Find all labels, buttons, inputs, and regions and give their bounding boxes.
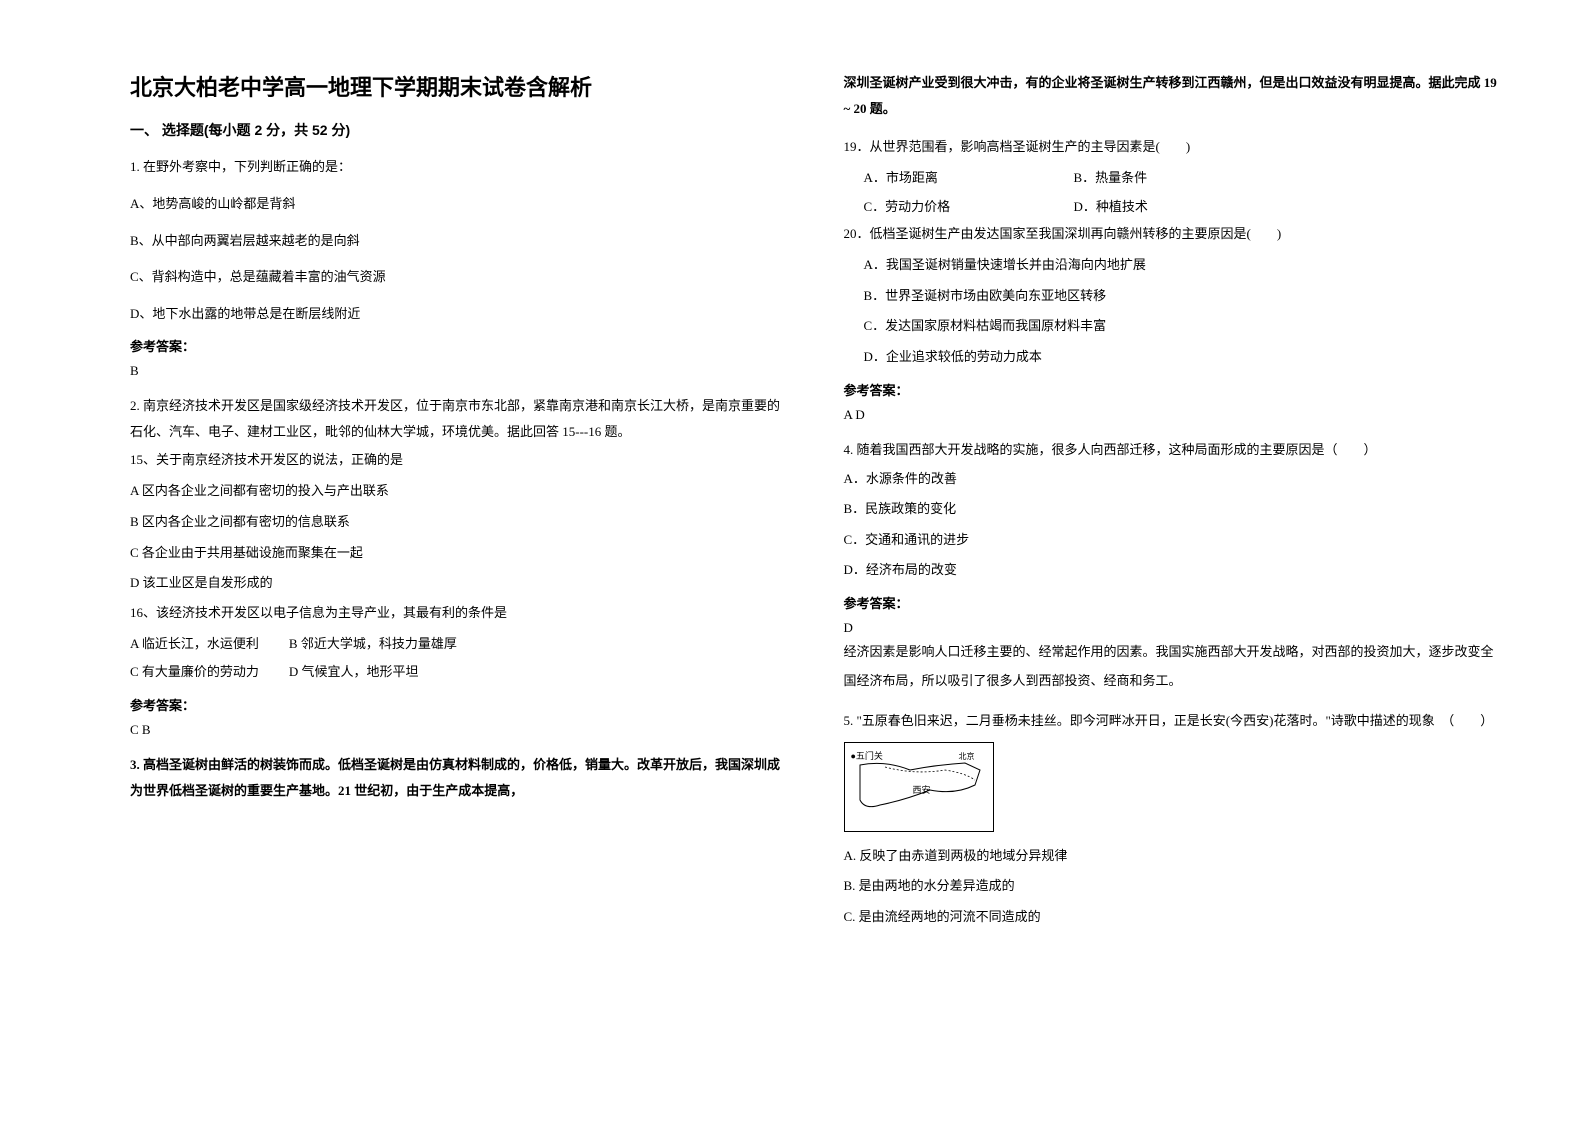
q3-s19-b: B．热量条件 (1074, 164, 1148, 193)
q3-s19-c: C．劳动力价格 (864, 193, 1044, 222)
q2-s15-a: A 区内各企业之间都有密切的投入与产出联系 (130, 477, 784, 506)
q3-answer: A D (844, 407, 1498, 423)
q5-option-c: C. 是由流经两地的河流不同造成的 (844, 903, 1498, 932)
q2-s15-c: C 各企业由于共用基础设施而聚集在一起 (130, 539, 784, 568)
q2-intro: 2. 南京经济技术开发区是国家级经济技术开发区，位于南京市东北部，紧靠南京港和南… (130, 393, 784, 445)
q2-s16-b: B 邻近大学城，科技力量雄厚 (289, 630, 457, 659)
q4-option-b: B．民族政策的变化 (844, 495, 1498, 524)
q1-option-b: B、从中部向两翼岩层越来越老的是向斜 (130, 227, 784, 256)
q3-s19-a: A．市场距离 (864, 164, 1044, 193)
q2-answer-label: 参考答案： (130, 695, 784, 714)
q3-answer-label: 参考答案： (844, 380, 1498, 399)
q1-answer-label: 参考答案： (130, 336, 784, 355)
q3-s20-c: C．发达国家原材料枯竭而我国原材料丰富 (844, 312, 1498, 341)
q2-s16: 16、该经济技术开发区以电子信息为主导产业，其最有利的条件是 (130, 600, 784, 626)
q3-s20: 20．低档圣诞树生产由发达国家至我国深圳再向赣州转移的主要原因是( ) (844, 221, 1498, 247)
q2-s16-row2: C 有大量廉价的劳动力 D 气候宜人，地形平坦 (130, 658, 784, 687)
q2-s16-d: D 气候宜人，地形平坦 (289, 658, 419, 687)
page-title: 北京大柏老中学高一地理下学期期末试卷含解析 (130, 70, 784, 102)
q4-answer: D (844, 620, 1498, 636)
q1-option-d: D、地下水出露的地带总是在断层线附近 (130, 300, 784, 329)
section-heading: 一、 选择题(每小题 2 分，共 52 分) (130, 120, 784, 140)
q4-stem: 4. 随着我国西部大开发战略的实施，很多人向西部迁移，这种局面形成的主要原因是（… (844, 437, 1498, 463)
q2-answer: C B (130, 722, 784, 738)
q5-map: ●五门关 北京 西安 (844, 742, 994, 832)
q5-option-a: A. 反映了由赤道到两极的地域分异规律 (844, 842, 1498, 871)
q2-s16-c: C 有大量廉价的劳动力 (130, 658, 259, 687)
q3-s20-b: B．世界圣诞树市场由欧美向东亚地区转移 (844, 282, 1498, 311)
q1-answer: B (130, 363, 784, 379)
q2-s15-d: D 该工业区是自发形成的 (130, 569, 784, 598)
q5-stem: 5. "五原春色旧来迟，二月垂杨未挂丝。即今河畔冰开日，正是长安(今西安)花落时… (844, 707, 1498, 736)
q4-option-d: D．经济布局的改变 (844, 556, 1498, 585)
q1-stem: 1. 在野外考察中，下列判断正确的是： (130, 154, 784, 180)
q1-option-c: C、背斜构造中，总是蕴藏着丰富的油气资源 (130, 263, 784, 292)
q2-s16-row1: A 临近长江，水运便利 B 邻近大学城，科技力量雄厚 (130, 630, 784, 659)
q3-s20-d: D．企业追求较低的劳动力成本 (844, 343, 1498, 372)
q2-s15: 15、关于南京经济技术开发区的说法，正确的是 (130, 447, 784, 473)
left-column: 北京大柏老中学高一地理下学期期末试卷含解析 一、 选择题(每小题 2 分，共 5… (100, 70, 814, 1082)
q1-option-a: A、地势高峻的山岭都是背斜 (130, 190, 784, 219)
q3-s19-d: D．种植技术 (1074, 193, 1148, 222)
q3-intro-part2: 深圳圣诞树产业受到很大冲击，有的企业将圣诞树生产转移到江西赣州，但是出口效益没有… (844, 70, 1498, 122)
q3-s19: 19．从世界范围看，影响高档圣诞树生产的主导因素是( ) (844, 134, 1498, 160)
q3-intro-part1: 3. 高档圣诞树由鲜活的树装饰而成。低档圣诞树是由仿真材料制成的，价格低，销量大… (130, 752, 784, 804)
q5-option-b: B. 是由两地的水分差异造成的 (844, 872, 1498, 901)
q4-option-c: C．交通和通讯的进步 (844, 526, 1498, 555)
q3-s20-a: A．我国圣诞树销量快速增长并由沿海向内地扩展 (844, 251, 1498, 280)
q4-explain: 经济因素是影响人口迁移主要的、经常起作用的因素。我国实施西部大开发战略，对西部的… (844, 638, 1498, 695)
q3-s19-row1: A．市场距离 B．热量条件 (844, 164, 1498, 193)
map-outline-icon (855, 755, 985, 825)
q4-answer-label: 参考答案： (844, 593, 1498, 612)
q2-s16-a: A 临近长江，水运便利 (130, 630, 259, 659)
right-column: 深圳圣诞树产业受到很大冲击，有的企业将圣诞树生产转移到江西赣州，但是出口效益没有… (814, 70, 1528, 1082)
q4-option-a: A．水源条件的改善 (844, 465, 1498, 494)
q3-s19-row2: C．劳动力价格 D．种植技术 (844, 193, 1498, 222)
q2-s15-b: B 区内各企业之间都有密切的信息联系 (130, 508, 784, 537)
